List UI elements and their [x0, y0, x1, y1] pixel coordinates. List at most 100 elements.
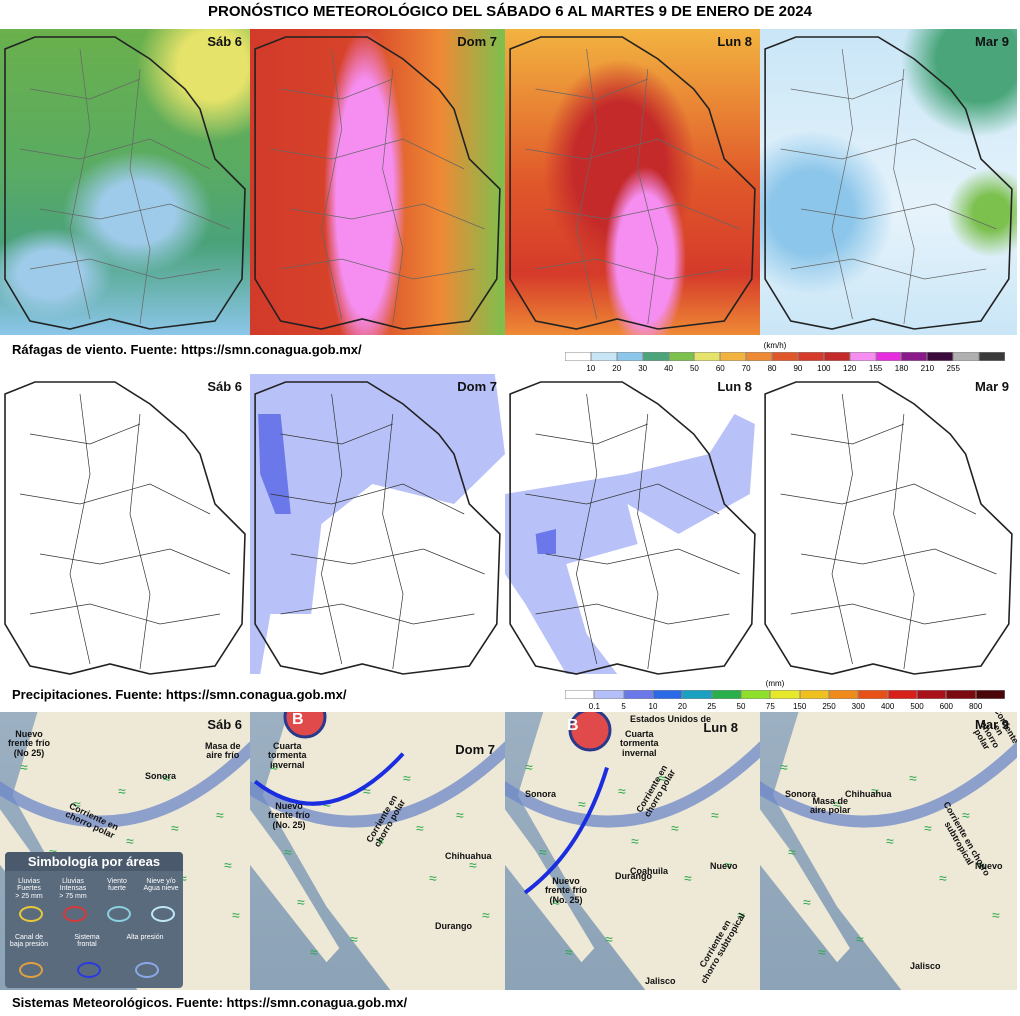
map-shapes [254, 36, 501, 330]
wind-symbol: ≈ [977, 857, 985, 873]
day-label: Dom 7 [457, 34, 497, 49]
wind-symbol: ≈ [780, 759, 788, 775]
wind-symbol: ≈ [618, 783, 626, 799]
wind-symbol: ≈ [605, 931, 613, 947]
map-annotation: Cuarta tormenta invernal [268, 741, 307, 770]
map-annotation: Durango [615, 871, 652, 881]
jet-stream [0, 741, 250, 828]
scale-tick-label: 60 [715, 364, 725, 373]
scale-swatch [623, 690, 653, 699]
municipal-line [29, 423, 141, 445]
municipal-line [831, 48, 853, 320]
wind-symbol: ≈ [224, 857, 232, 873]
scale-tick-label: 40 [664, 364, 673, 373]
cold-front [253, 752, 405, 806]
scale-swatch [823, 352, 850, 361]
wind-symbol: ≈ [73, 796, 81, 812]
precip-area [258, 414, 291, 514]
scale-swatch [653, 690, 683, 699]
wind-symbol: ≈ [20, 759, 28, 775]
wind-symbol: ≈ [232, 907, 240, 923]
municipal-line [637, 413, 659, 670]
day-label: Dom 7 [455, 742, 495, 757]
scale-swatch [799, 690, 829, 699]
legend-item: Canal de baja presión [9, 934, 49, 949]
wind-symbol: ≈ [565, 944, 573, 960]
map-annotation: Nuevo frente frío (No. 25) [268, 801, 311, 830]
scale-tick-label: 25 [707, 702, 717, 711]
municipal-line [290, 203, 485, 230]
municipal-line [39, 203, 231, 230]
municipal-line [270, 483, 465, 515]
wind-symbol: ≈ [886, 833, 894, 849]
state-outline [4, 381, 246, 675]
wind-symbol: ≈ [539, 844, 547, 860]
state-outline [509, 36, 756, 330]
map-panel: Sáb 6 [0, 29, 250, 335]
wind-symbol: ≈ [284, 844, 292, 860]
scale-tick-label: 600 [939, 702, 954, 711]
scale-unit: (km/h) [763, 341, 787, 350]
map-shapes [764, 381, 1013, 675]
day-label: Lun 8 [703, 720, 738, 735]
municipal-line [69, 48, 91, 320]
scale-tick-label: 90 [793, 364, 803, 373]
cold-front [523, 767, 609, 895]
municipal-line [790, 603, 987, 625]
day-label: Mar 9 [975, 379, 1009, 394]
map-annotation: Durango [435, 921, 472, 931]
municipal-line [29, 603, 221, 625]
wind-symbol: ≈ [962, 807, 970, 823]
map-shapes: ≈ ≈ ≈ ≈ ≈ ≈ ≈ ≈ ≈ ≈ ≈ ≈ ≈ ≈ [760, 712, 1017, 990]
wind-symbol: ≈ [429, 870, 437, 886]
municipal-line [129, 413, 151, 670]
municipal-line [893, 68, 915, 325]
municipal-line [893, 413, 915, 670]
map-annotation: Masa de aire polar [810, 796, 851, 816]
map-shapes [4, 36, 246, 330]
municipal-line [780, 138, 977, 170]
day-label: Dom 7 [457, 379, 497, 394]
municipal-line [545, 548, 740, 575]
map-panel: Dom 7 [250, 29, 505, 335]
map-annotation: Nuevo frente frío (No 25) [8, 729, 51, 758]
map-annotation: Sonora [525, 789, 557, 799]
municipal-line [19, 138, 211, 170]
peninsula [505, 809, 595, 963]
caption: Precipitaciones. Fuente: https://smn.con… [12, 687, 347, 702]
scale-swatch [858, 690, 888, 699]
land [12, 712, 250, 990]
map-panel: Lun 8 [505, 374, 760, 680]
wind-symbol: ≈ [671, 820, 679, 836]
scale-swatch [917, 690, 947, 699]
day-label: Mar 9 [975, 717, 1009, 732]
wind-symbol: ≈ [416, 820, 424, 836]
scale-swatch [694, 352, 721, 361]
legend-icon [19, 962, 43, 978]
scale-tick-label: 800 [968, 702, 983, 711]
scale-tick-label: 80 [767, 364, 777, 373]
municipal-line [576, 48, 598, 320]
land [517, 712, 760, 990]
scale-swatch [746, 352, 773, 361]
scale-swatch [720, 352, 747, 361]
municipal-line [69, 393, 91, 665]
legend-icon [135, 962, 159, 978]
day-label: Sáb 6 [207, 717, 242, 732]
page-title: PRONÓSTICO METEOROLÓGICO DEL SÁBADO 6 AL… [208, 3, 812, 20]
jet-stream [250, 741, 505, 828]
wind-symbol: ≈ [118, 783, 126, 799]
legend-icon [19, 906, 43, 922]
scale-tick-label: 500 [910, 702, 924, 711]
map-annotation: Cuarta tormenta invernal [620, 729, 659, 758]
caption: Ráfagas de viento. Fuente: https://smn.c… [12, 342, 362, 357]
peninsula [760, 809, 850, 963]
day-label: Sáb 6 [207, 34, 242, 49]
municipal-line [321, 393, 343, 665]
municipal-line [831, 393, 853, 665]
legend-icon [77, 962, 101, 978]
scale-tick-label: 100 [817, 364, 831, 373]
wind-symbol: ≈ [924, 820, 932, 836]
scale-tick-label: 300 [851, 702, 866, 711]
map-annotation: Nuevo frente frío (No. 25) [545, 876, 588, 905]
